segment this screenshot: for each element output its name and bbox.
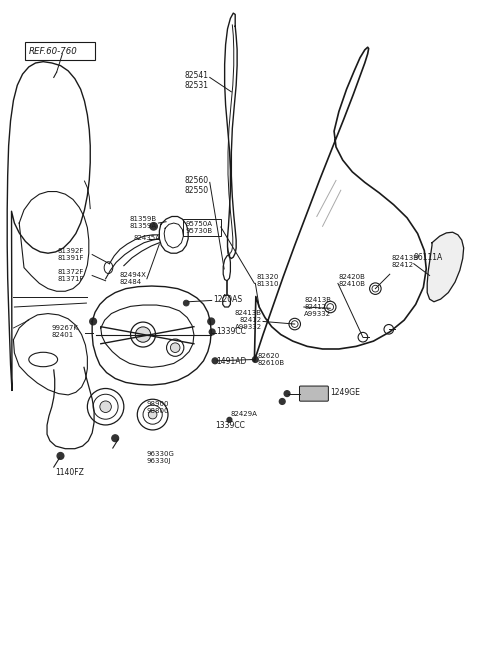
Text: 81320
81310: 81320 81310 [256,274,279,287]
Text: 96111A: 96111A [414,253,443,262]
Circle shape [183,300,189,306]
Circle shape [209,329,215,335]
Circle shape [212,358,218,363]
Text: 82494X
82484: 82494X 82484 [120,272,147,285]
Circle shape [284,391,290,396]
Circle shape [208,318,215,325]
Text: 1491AD: 1491AD [216,357,246,366]
Text: 82420B
82410B: 82420B 82410B [339,274,366,287]
Text: 1339CC: 1339CC [216,327,246,336]
Circle shape [90,318,96,325]
Text: 82560
82550: 82560 82550 [184,176,208,195]
Text: 1249GE: 1249GE [330,388,360,398]
Text: 1220AS: 1220AS [213,295,242,304]
Text: 1140FZ: 1140FZ [55,468,84,478]
Text: 82541
82531: 82541 82531 [184,71,208,91]
Text: 99267K
82401: 99267K 82401 [52,325,79,338]
Text: 1339CC: 1339CC [215,421,245,430]
FancyBboxPatch shape [300,386,328,401]
Circle shape [57,453,64,459]
Text: 82413B
82412
A99332: 82413B 82412 A99332 [234,310,262,329]
Text: 81359B
81359A: 81359B 81359A [130,216,157,230]
Text: 82435A: 82435A [133,235,160,241]
Circle shape [252,357,258,362]
Circle shape [227,417,232,422]
Text: 82413B
82412
A99332: 82413B 82412 A99332 [304,297,332,317]
Polygon shape [427,232,464,302]
Circle shape [100,401,111,413]
Circle shape [148,410,157,419]
Circle shape [170,343,180,352]
Text: 82413B
82412: 82413B 82412 [391,255,418,268]
Text: REF.60-760: REF.60-760 [29,47,78,56]
Text: 95750A
95730B: 95750A 95730B [185,221,213,234]
Circle shape [135,327,151,342]
Text: 96330G
96330J: 96330G 96330J [147,451,175,464]
Circle shape [150,222,157,230]
Text: 98900
98800: 98900 98800 [147,401,169,415]
Text: 81392F
81391F: 81392F 81391F [58,248,84,261]
Text: 82620
82610B: 82620 82610B [257,353,285,366]
Text: 82429A: 82429A [230,411,257,417]
Circle shape [112,435,119,441]
Circle shape [279,399,285,404]
Text: 81372F
81371F: 81372F 81371F [58,269,84,282]
